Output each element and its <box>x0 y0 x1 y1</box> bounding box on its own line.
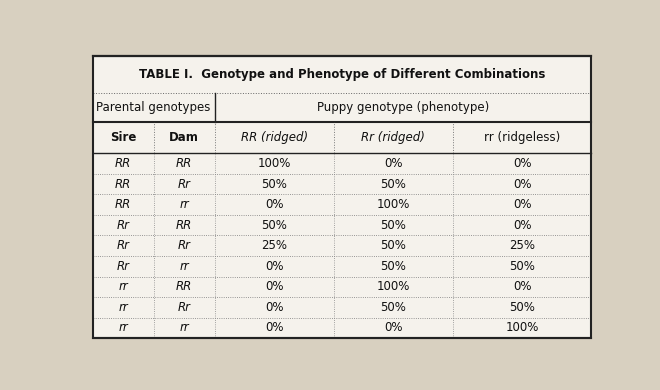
Text: 0%: 0% <box>265 280 283 293</box>
Text: Parental genotypes: Parental genotypes <box>96 101 211 114</box>
Text: 0%: 0% <box>384 321 403 334</box>
Text: 0%: 0% <box>513 280 531 293</box>
Text: rr: rr <box>180 260 189 273</box>
Text: TABLE I.  Genotype and Phenotype of Different Combinations: TABLE I. Genotype and Phenotype of Diffe… <box>139 68 545 81</box>
Text: 100%: 100% <box>506 321 539 334</box>
Text: Rr: Rr <box>117 219 130 232</box>
Text: 50%: 50% <box>380 301 407 314</box>
Text: RR (ridged): RR (ridged) <box>241 131 308 144</box>
Text: 50%: 50% <box>261 178 287 191</box>
Text: rr: rr <box>118 280 128 293</box>
Text: 0%: 0% <box>265 321 283 334</box>
Text: rr: rr <box>180 321 189 334</box>
Text: Rr: Rr <box>117 239 130 252</box>
Text: 25%: 25% <box>261 239 287 252</box>
Text: 0%: 0% <box>265 198 283 211</box>
Text: 25%: 25% <box>509 239 535 252</box>
Text: 0%: 0% <box>513 178 531 191</box>
Text: 50%: 50% <box>380 239 407 252</box>
Text: Sire: Sire <box>110 131 137 144</box>
Text: RR: RR <box>176 280 192 293</box>
Text: Rr: Rr <box>178 178 191 191</box>
Text: RR: RR <box>176 219 192 232</box>
Text: RR: RR <box>115 178 131 191</box>
Text: rr: rr <box>180 198 189 211</box>
Text: 100%: 100% <box>377 280 410 293</box>
Text: 0%: 0% <box>513 157 531 170</box>
Text: 100%: 100% <box>377 198 410 211</box>
Text: 50%: 50% <box>510 301 535 314</box>
Text: 0%: 0% <box>265 260 283 273</box>
Text: 50%: 50% <box>261 219 287 232</box>
Text: Rr: Rr <box>178 239 191 252</box>
Text: rr: rr <box>118 301 128 314</box>
Text: Rr: Rr <box>117 260 130 273</box>
Text: RR: RR <box>115 157 131 170</box>
Text: Rr: Rr <box>178 301 191 314</box>
Text: RR: RR <box>176 157 192 170</box>
Text: rr: rr <box>118 321 128 334</box>
Text: 50%: 50% <box>380 219 407 232</box>
Text: Rr (ridged): Rr (ridged) <box>362 131 425 144</box>
Text: 50%: 50% <box>510 260 535 273</box>
Text: 0%: 0% <box>513 219 531 232</box>
Text: RR: RR <box>115 198 131 211</box>
Text: 0%: 0% <box>513 198 531 211</box>
Text: rr (ridgeless): rr (ridgeless) <box>484 131 560 144</box>
Text: Dam: Dam <box>169 131 199 144</box>
Text: 50%: 50% <box>380 260 407 273</box>
Text: 50%: 50% <box>380 178 407 191</box>
Text: 100%: 100% <box>257 157 291 170</box>
Text: 0%: 0% <box>384 157 403 170</box>
Text: Puppy genotype (phenotype): Puppy genotype (phenotype) <box>317 101 489 114</box>
Text: 0%: 0% <box>265 301 283 314</box>
